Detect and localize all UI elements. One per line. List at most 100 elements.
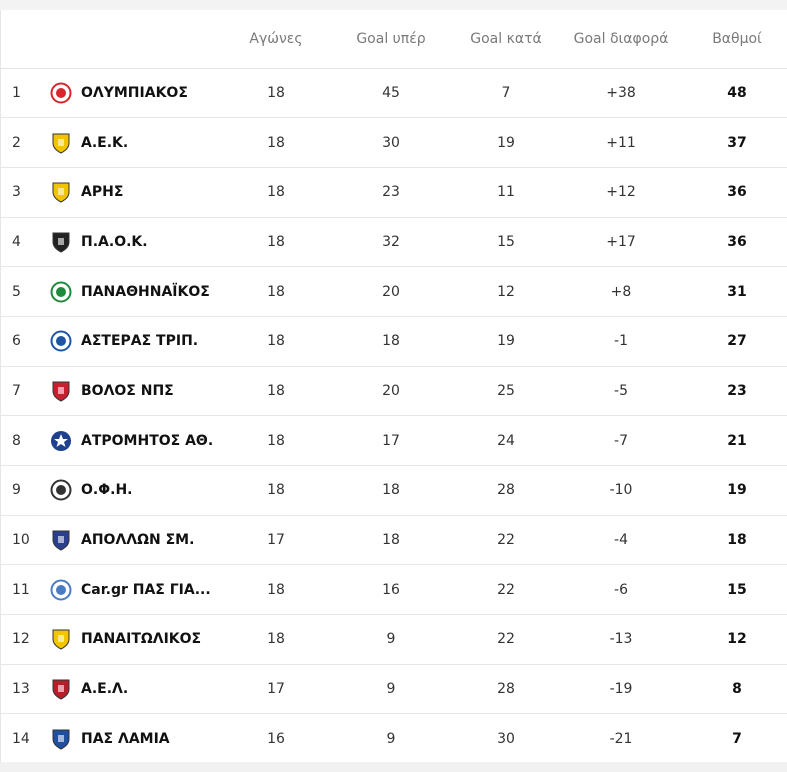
goal-difference-cell: +11 bbox=[606, 134, 636, 151]
position-cell: 8 bbox=[12, 432, 21, 449]
team-name[interactable]: ΒΟΛΟΣ ΝΠΣ bbox=[81, 382, 174, 399]
goal-difference-cell: +12 bbox=[606, 184, 636, 201]
goals-for-cell: 20 bbox=[382, 283, 400, 300]
goals-for-cell: 9 bbox=[386, 730, 396, 747]
team-name[interactable]: ΟΛΥΜΠΙΑΚΟΣ bbox=[81, 84, 188, 101]
goals-against-cell: 11 bbox=[497, 184, 515, 201]
games-cell: 18 bbox=[267, 482, 285, 499]
points-cell: 15 bbox=[727, 581, 747, 598]
points-cell: 48 bbox=[727, 84, 747, 101]
goal-difference-cell: -4 bbox=[614, 532, 628, 549]
games-cell: 18 bbox=[267, 84, 285, 101]
team-name[interactable]: Ο.Φ.Η. bbox=[81, 482, 133, 499]
goals-for-cell: 16 bbox=[382, 581, 400, 598]
points-cell: 27 bbox=[727, 333, 747, 350]
team-name[interactable]: Α.Ε.Κ. bbox=[81, 134, 129, 151]
position-cell: 4 bbox=[12, 233, 21, 250]
points-cell: 36 bbox=[727, 233, 747, 250]
table-row[interactable]: 7 ΒΟΛΟΣ ΝΠΣ 18 20 25 -5 23 bbox=[1, 366, 787, 416]
team-name[interactable]: Car.gr ΠΑΣ ΓΙΑ... bbox=[81, 581, 211, 598]
goals-against-cell: 24 bbox=[497, 432, 515, 449]
header-points[interactable]: Βαθμοί bbox=[686, 10, 787, 69]
lamia-crest-icon bbox=[50, 728, 72, 750]
team-name[interactable]: ΑΠΟΛΛΩΝ ΣΜ. bbox=[81, 532, 195, 549]
games-cell: 18 bbox=[267, 333, 285, 350]
goal-difference-cell: -7 bbox=[614, 432, 628, 449]
table-row[interactable]: 2 Α.Ε.Κ. 18 30 19 +11 37 bbox=[1, 118, 787, 168]
team-name[interactable]: ΠΑΝΑΙΤΩΛΙΚΟΣ bbox=[81, 631, 202, 648]
team-name[interactable]: ΠΑΝΑΘΗΝΑΪΚΟΣ bbox=[81, 283, 210, 300]
goal-difference-cell: -1 bbox=[614, 333, 628, 350]
goals-against-cell: 19 bbox=[497, 134, 515, 151]
table-header: Αγώνες Goal υπέρ Goal κατά Goal διαφορά … bbox=[1, 10, 787, 69]
asteras-crest-icon bbox=[50, 330, 72, 352]
games-cell: 18 bbox=[267, 631, 285, 648]
goals-against-cell: 19 bbox=[497, 333, 515, 350]
points-cell: 36 bbox=[727, 184, 747, 201]
games-cell: 18 bbox=[267, 432, 285, 449]
points-cell: 7 bbox=[732, 730, 742, 747]
games-cell: 18 bbox=[267, 184, 285, 201]
games-cell: 18 bbox=[267, 283, 285, 300]
header-team bbox=[81, 10, 226, 69]
goals-for-cell: 18 bbox=[382, 532, 400, 549]
goals-against-cell: 12 bbox=[497, 283, 515, 300]
games-cell: 18 bbox=[267, 233, 285, 250]
panathinaikos-crest-icon bbox=[50, 281, 72, 303]
position-cell: 13 bbox=[12, 681, 30, 698]
header-position bbox=[1, 10, 41, 69]
position-cell: 11 bbox=[12, 581, 30, 598]
position-cell: 7 bbox=[12, 382, 21, 399]
games-cell: 16 bbox=[267, 730, 285, 747]
table-row[interactable]: 9 Ο.Φ.Η. 18 18 28 -10 19 bbox=[1, 466, 787, 516]
header-goals-against[interactable]: Goal κατά bbox=[456, 10, 556, 69]
table-row[interactable]: 8 ΑΤΡΟΜΗΤΟΣ ΑΘ. 18 17 24 -7 21 bbox=[1, 416, 787, 466]
team-name[interactable]: Α.Ε.Λ. bbox=[81, 681, 129, 698]
table-row[interactable]: 4 Π.Α.Ο.Κ. 18 32 15 +17 36 bbox=[1, 217, 787, 267]
goals-against-cell: 25 bbox=[497, 382, 515, 399]
table-row[interactable]: 6 ΑΣΤΕΡΑΣ ΤΡΙΠ. 18 18 19 -1 27 bbox=[1, 316, 787, 367]
position-cell: 10 bbox=[12, 532, 30, 549]
header-games[interactable]: Αγώνες bbox=[226, 10, 326, 69]
goals-against-cell: 15 bbox=[497, 233, 515, 250]
olympiacos-crest-icon bbox=[50, 82, 72, 104]
aek-crest-icon bbox=[50, 132, 72, 154]
table-row[interactable]: 14 ΠΑΣ ΛΑΜΙΑ 16 9 30 -21 7 bbox=[1, 714, 787, 764]
team-name[interactable]: Π.Α.Ο.Κ. bbox=[81, 233, 148, 250]
aris-crest-icon bbox=[50, 181, 72, 203]
team-name[interactable]: ΑΡΗΣ bbox=[81, 184, 124, 201]
goals-for-cell: 18 bbox=[382, 482, 400, 499]
table-row[interactable]: 11 Car.gr ΠΑΣ ΓΙΑ... 18 16 22 -6 15 bbox=[1, 565, 787, 615]
goal-difference-cell: +17 bbox=[606, 233, 636, 250]
table-row[interactable]: 1 ΟΛΥΜΠΙΑΚΟΣ 18 45 7 +38 48 bbox=[1, 68, 787, 118]
goal-difference-cell: -21 bbox=[609, 730, 633, 747]
position-cell: 1 bbox=[12, 84, 21, 101]
bottom-strip bbox=[0, 762, 787, 772]
team-name[interactable]: ΑΣΤΕΡΑΣ ΤΡΙΠ. bbox=[81, 333, 199, 350]
header-goal-difference[interactable]: Goal διαφορά bbox=[556, 10, 686, 69]
table-row[interactable]: 3 ΑΡΗΣ 18 23 11 +12 36 bbox=[1, 167, 787, 218]
games-cell: 18 bbox=[267, 581, 285, 598]
table-row[interactable]: 12 ΠΑΝΑΙΤΩΛΙΚΟΣ 18 9 22 -13 12 bbox=[1, 615, 787, 665]
table-row[interactable]: 10 ΑΠΟΛΛΩΝ ΣΜ. 17 18 22 -4 18 bbox=[1, 515, 787, 565]
goals-for-cell: 20 bbox=[382, 382, 400, 399]
goals-against-cell: 7 bbox=[501, 84, 511, 101]
header-logo bbox=[41, 10, 81, 69]
goals-for-cell: 23 bbox=[382, 184, 400, 201]
goals-against-cell: 28 bbox=[497, 681, 515, 698]
apollon-crest-icon bbox=[50, 529, 72, 551]
table-row[interactable]: 5 ΠΑΝΑΘΗΝΑΪΚΟΣ 18 20 12 +8 31 bbox=[1, 267, 787, 317]
ael-crest-icon bbox=[50, 678, 72, 700]
points-cell: 19 bbox=[727, 482, 747, 499]
header-goals-for[interactable]: Goal υπέρ bbox=[326, 10, 456, 69]
table-row[interactable]: 13 Α.Ε.Λ. 17 9 28 -19 8 bbox=[1, 664, 787, 714]
position-cell: 9 bbox=[12, 482, 21, 499]
goal-difference-cell: -5 bbox=[614, 382, 628, 399]
goals-for-cell: 45 bbox=[382, 84, 400, 101]
points-cell: 21 bbox=[727, 432, 747, 449]
team-name[interactable]: ΑΤΡΟΜΗΤΟΣ ΑΘ. bbox=[81, 432, 214, 449]
goals-for-cell: 32 bbox=[382, 233, 400, 250]
position-cell: 6 bbox=[12, 333, 21, 350]
team-name[interactable]: ΠΑΣ ΛΑΜΙΑ bbox=[81, 730, 170, 747]
games-cell: 17 bbox=[267, 532, 285, 549]
